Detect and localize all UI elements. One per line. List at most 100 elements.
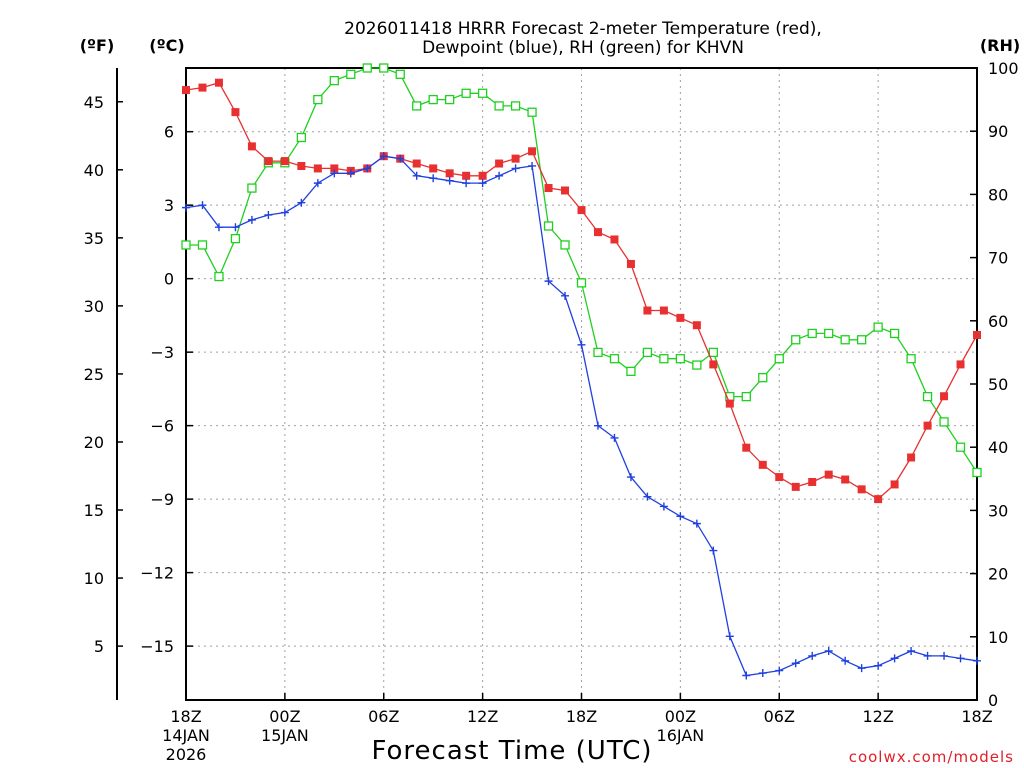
rh-tick-label: 0 bbox=[988, 691, 998, 710]
rh-tick-label: 70 bbox=[988, 249, 1008, 268]
fahrenheit-tick-label: 40 bbox=[84, 161, 104, 180]
rh-point bbox=[856, 335, 867, 345]
rh-point bbox=[758, 373, 768, 383]
dewpoint-point bbox=[626, 473, 635, 482]
temperature-point bbox=[725, 399, 734, 408]
temperature-point bbox=[429, 164, 438, 173]
dewpoint-point bbox=[923, 651, 932, 660]
rh-series bbox=[181, 63, 982, 478]
temperature-point bbox=[659, 306, 668, 315]
temperature-point bbox=[973, 331, 981, 340]
celsius-unit-label: (ºC) bbox=[149, 36, 184, 55]
temperature-point bbox=[626, 259, 635, 268]
rh-point bbox=[247, 183, 257, 193]
dewpoint-point bbox=[643, 492, 652, 501]
celsius-tick-label: 0 bbox=[164, 270, 174, 289]
dewpoint-point bbox=[297, 198, 306, 207]
temperature-point bbox=[478, 171, 487, 180]
temperature-point bbox=[313, 164, 322, 173]
fahrenheit-unit-label: (ºF) bbox=[80, 36, 115, 55]
time-tick-label: 06Z bbox=[764, 707, 795, 726]
dewpoint-point bbox=[659, 502, 668, 511]
temperature-point bbox=[742, 443, 751, 452]
dewpoint-point bbox=[247, 215, 256, 224]
chart-title-line-2: Dewpoint (blue), RH (green) for KHVN bbox=[422, 38, 744, 58]
temperature-point bbox=[445, 169, 454, 178]
rh-point bbox=[626, 366, 636, 377]
rh-point bbox=[379, 63, 389, 73]
dewpoint-point bbox=[363, 164, 372, 173]
celsius-tick-label: −15 bbox=[140, 637, 174, 656]
dewpoint-point bbox=[709, 546, 718, 555]
rh-point bbox=[230, 233, 241, 244]
dewpoint-point bbox=[445, 176, 454, 185]
fahrenheit-tick-label: 20 bbox=[84, 433, 104, 452]
temperature-point bbox=[412, 159, 421, 168]
temperature-point bbox=[577, 206, 586, 215]
temperature-point bbox=[643, 306, 652, 315]
rh-point bbox=[708, 347, 718, 358]
series-layer bbox=[181, 63, 982, 680]
temperature-point bbox=[330, 164, 339, 173]
rh-point bbox=[296, 132, 307, 143]
rh-point bbox=[313, 94, 323, 105]
dewpoint-point bbox=[396, 154, 405, 163]
rh-point bbox=[873, 322, 883, 332]
dewpoint-point bbox=[528, 161, 537, 170]
fahrenheit-tick-label: 25 bbox=[84, 365, 104, 384]
dewpoint-point bbox=[692, 519, 701, 528]
rh-point bbox=[939, 417, 949, 427]
temperature-point bbox=[198, 83, 207, 92]
celsius-tick-label: 6 bbox=[164, 123, 174, 142]
rh-tick-label: 20 bbox=[988, 565, 1008, 584]
temperature-point bbox=[923, 421, 932, 430]
dewpoint-point bbox=[940, 651, 949, 660]
temperature-point bbox=[956, 360, 965, 369]
rh-point bbox=[692, 360, 702, 370]
temperature-point bbox=[214, 78, 223, 87]
dewpoint-point bbox=[577, 340, 586, 349]
time-tick-date: 14JAN bbox=[162, 726, 210, 745]
dewpoint-point bbox=[758, 669, 767, 678]
dewpoint-point bbox=[973, 656, 981, 665]
fahrenheit-tick-label: 45 bbox=[84, 93, 104, 112]
dewpoint-point bbox=[824, 647, 833, 656]
rh-tick-label: 90 bbox=[988, 122, 1008, 141]
rh-point bbox=[510, 101, 521, 111]
celsius-tick-label: −12 bbox=[140, 564, 174, 583]
rh-point bbox=[675, 354, 686, 364]
dewpoint-point bbox=[857, 664, 866, 673]
rh-point bbox=[560, 240, 570, 250]
temperature-point bbox=[610, 235, 619, 244]
rh-point bbox=[461, 88, 471, 98]
dewpoint-point bbox=[808, 651, 817, 660]
celsius-tick-label: −6 bbox=[150, 417, 174, 436]
dewpoint-point bbox=[742, 671, 751, 680]
rh-point bbox=[889, 328, 900, 339]
temperature-point bbox=[692, 321, 701, 330]
source-credit: coolwx.com/models bbox=[849, 748, 1014, 766]
temperature-point bbox=[495, 159, 504, 168]
temperature-point bbox=[709, 360, 718, 369]
temperature-point bbox=[824, 470, 833, 479]
temperature-point bbox=[841, 475, 850, 484]
rh-point bbox=[972, 467, 982, 478]
temperature-point bbox=[907, 453, 916, 462]
time-tick-label: 12Z bbox=[467, 707, 498, 726]
time-tick-label: 06Z bbox=[368, 707, 399, 726]
temperature-point bbox=[857, 485, 866, 494]
dewpoint-point bbox=[907, 647, 916, 656]
dewpoint-point bbox=[280, 208, 289, 217]
celsius-tick-label: −3 bbox=[150, 343, 174, 362]
dewpoint-point bbox=[610, 433, 619, 442]
fahrenheit-tick-label: 30 bbox=[84, 297, 104, 316]
dewpoint-point bbox=[956, 654, 965, 663]
temperature-point bbox=[758, 460, 767, 469]
rh-point bbox=[197, 240, 208, 250]
dewpoint-point bbox=[890, 654, 899, 663]
rh-point bbox=[807, 328, 817, 339]
rh-point bbox=[576, 278, 587, 288]
rh-tick-label: 30 bbox=[988, 501, 1008, 520]
temperature-point bbox=[890, 480, 899, 489]
